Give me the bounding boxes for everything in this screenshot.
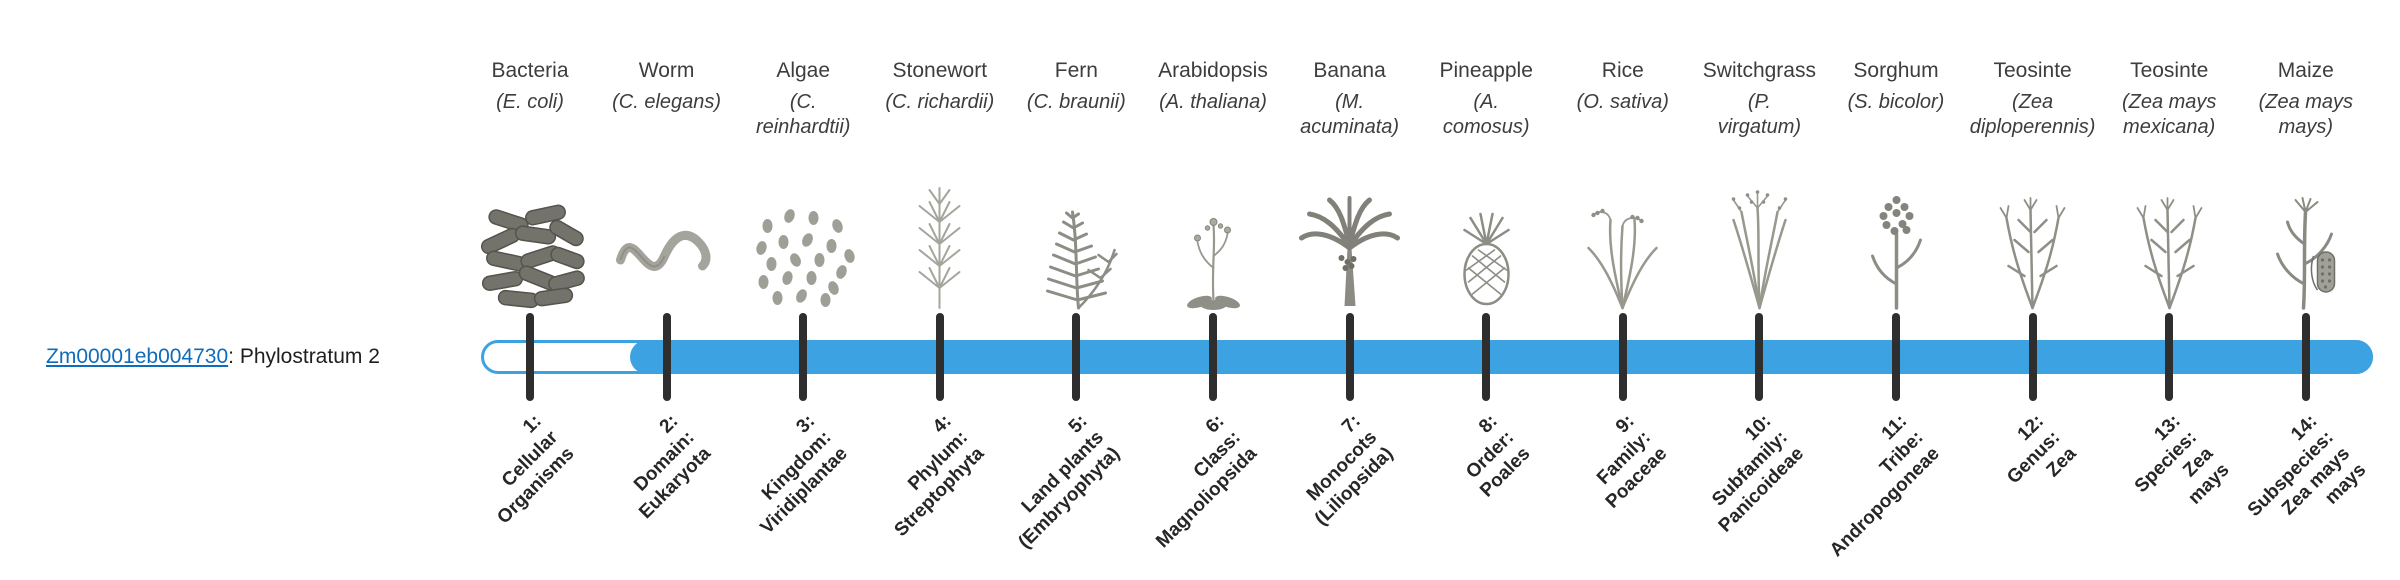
phylostratum-axis-label-6: 6: Class: Magnoliopsida xyxy=(1152,410,1262,553)
phylostratum-tick-3 xyxy=(799,313,808,401)
worm-icon xyxy=(569,140,765,316)
organism-species: (Zea mays mays) xyxy=(2258,91,2354,138)
organism-column: Sorghum (S. bicolor) xyxy=(1798,58,1994,316)
organism-column: Stonewort (C. richardii) xyxy=(842,58,1038,316)
organism-species: (E. coli) xyxy=(496,91,564,113)
phylostratum-axis-label-5: 5: Land plants (Embryophyta) xyxy=(1014,410,1125,553)
organism-name: Algae xyxy=(776,59,831,82)
organism-column: Arabidopsis (A. thaliana) xyxy=(1115,58,1311,316)
algae-icon xyxy=(705,140,901,316)
phylostratum-tick-4 xyxy=(935,313,944,401)
phylostratum-tick-2 xyxy=(662,313,671,401)
organism-name: Teosinte xyxy=(2130,59,2209,82)
fern-icon xyxy=(978,140,1174,316)
gene-id-link[interactable]: Zm00001eb004730 xyxy=(46,345,229,368)
organism-species: (A. comosus) xyxy=(1442,91,1530,138)
phylostratum-axis-label-13: 13: Species: Zea mays xyxy=(2130,410,2234,509)
organism-species: (S. bicolor) xyxy=(1847,91,1945,113)
switchgrass-icon xyxy=(1661,140,1857,316)
organism-name: Banana xyxy=(1313,59,1386,82)
phylostratum-tick-14 xyxy=(2301,313,2310,401)
organism-species: (C. reinhardtii) xyxy=(755,91,851,138)
organism-species: (P. virgatum) xyxy=(1717,91,1802,138)
bacteria-icon xyxy=(432,140,628,316)
phylostratum-axis-label-11: 11: Tribe: Andropogoneae xyxy=(1826,410,1945,562)
timeline-fill xyxy=(630,340,2373,374)
organism-column: Worm (C. elegans) xyxy=(569,58,765,316)
organism-column: Bacteria (E. coli) xyxy=(432,58,628,316)
organism-column: Banana (M. acuminata) xyxy=(1252,58,1448,316)
organism-column: Teosinte (Zea diploperennis) xyxy=(1935,58,2131,316)
organism-column: Switchgrass (P. virgatum) xyxy=(1661,58,1857,316)
organism-name: Worm xyxy=(638,59,695,82)
organism-column: Rice (O. sativa) xyxy=(1525,58,1721,316)
organism-name: Rice xyxy=(1601,59,1644,82)
rice-icon xyxy=(1525,140,1721,316)
phylostratum-tick-5 xyxy=(1072,313,1081,401)
organism-species: (C. braunii) xyxy=(1026,91,1126,113)
organism-name: Sorghum xyxy=(1853,59,1939,82)
organism-name: Bacteria xyxy=(491,59,569,82)
phylostratum-tick-1 xyxy=(526,313,534,401)
banana-icon xyxy=(1252,140,1448,316)
organism-name: Switchgrass xyxy=(1702,59,1816,82)
organism-species: (C. richardii) xyxy=(885,91,995,113)
organism-name: Pineapple xyxy=(1439,59,1533,82)
phylostratum-axis-label-3: 3: Kingdom: Viridiplantae xyxy=(756,410,852,539)
phylostratum-tick-6 xyxy=(1209,313,1217,401)
phylostratum-tick-7 xyxy=(1345,313,1354,401)
arabidopsis-icon xyxy=(1115,140,1311,316)
phylostratum-tick-10 xyxy=(1755,313,1764,401)
organism-column: Algae (C. reinhardtii) xyxy=(705,58,901,316)
phylostratum-tick-13 xyxy=(2165,313,2174,401)
teosinte-icon xyxy=(1935,140,2131,316)
phylostratum-axis-label-2: 2: Domain: Eukaryota xyxy=(629,410,715,524)
organism-species: (Zea diploperennis) xyxy=(1969,91,2096,138)
phylostratum-axis-label-1: 1: Cellular Organisms xyxy=(493,410,579,529)
phylostratum-axis-label-8: 8: Order: Poales xyxy=(1462,410,1535,502)
phylostratum-axis-label-9: 9: Family: Poaceae xyxy=(1592,410,1671,513)
organism-column: Teosinte (Zea mays mexicana) xyxy=(2071,58,2267,316)
organism-column: Pineapple (A. comosus) xyxy=(1388,58,1584,316)
organism-species: (M. acuminata) xyxy=(1300,91,1400,138)
phylostratum-tick-11 xyxy=(1892,313,1900,401)
organism-species: (C. elegans) xyxy=(612,91,722,113)
phylostratum-tick-12 xyxy=(2028,313,2037,401)
phylostratum-tick-8 xyxy=(1482,313,1491,401)
organism-name: Arabidopsis xyxy=(1158,59,1268,82)
phylostratum-axis-label-12: 12: Genus: Zea xyxy=(2003,410,2081,489)
pineapple-icon xyxy=(1388,140,1584,316)
teosinte-icon xyxy=(2071,140,2267,316)
gene-label: Zm00001eb004730: Phylostratum 2 xyxy=(46,340,380,374)
organism-name: Maize xyxy=(2277,59,2334,82)
organism-column: Fern (C. braunii) xyxy=(978,58,1174,316)
organism-name: Stonewort xyxy=(892,59,988,82)
phylostratum-axis-label-10: 10: Subfamily: Panicoideae xyxy=(1707,410,1808,537)
organism-species: (A. thaliana) xyxy=(1159,91,1267,113)
organism-name: Teosinte xyxy=(1993,59,2072,82)
sorghum-icon xyxy=(1798,140,1994,316)
organism-species: (Zea mays mexicana) xyxy=(2121,91,2217,138)
organism-column: Maize (Zea mays mays) xyxy=(2208,58,2400,316)
stonewort-icon xyxy=(842,140,1038,316)
phylostratum-axis-label-7: 7: Monocots (Liliopsida) xyxy=(1303,410,1398,530)
organism-name: Fern xyxy=(1054,59,1098,82)
organism-species: (O. sativa) xyxy=(1576,91,1669,113)
phylostratum-axis-label-14: 14: Subspecies: Zea mays mays xyxy=(2243,410,2371,521)
maize-icon xyxy=(2208,140,2400,316)
phylostratum-axis-label-4: 4: Phylum: Streptophyta xyxy=(890,410,988,541)
phylostratum-tick-9 xyxy=(1618,313,1627,401)
gene-phylostratum-text: : Phylostratum 2 xyxy=(228,345,380,368)
